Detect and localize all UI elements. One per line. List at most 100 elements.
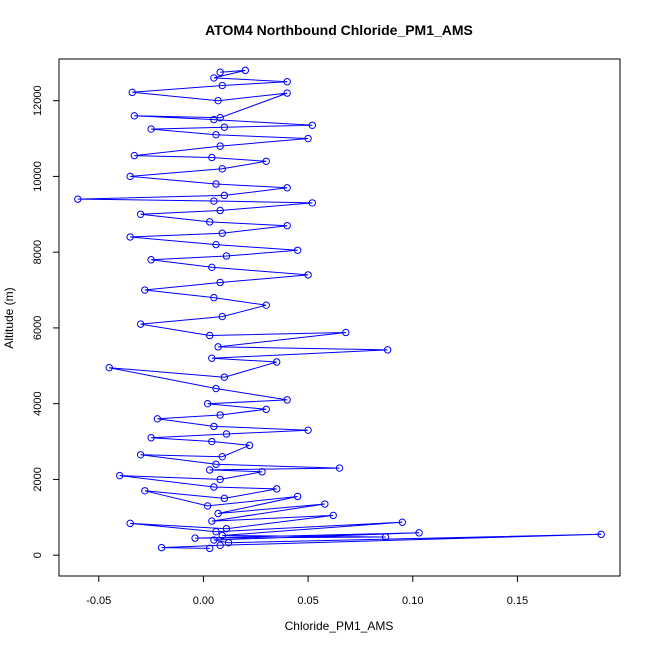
y-tick-label: 8000 [32, 240, 44, 264]
data-point [283, 89, 291, 97]
x-tick-label: 0.05 [297, 595, 318, 607]
data-point [216, 541, 224, 550]
data-point [597, 530, 605, 539]
data-point [141, 487, 149, 495]
data-point [220, 373, 229, 381]
data-point [224, 538, 233, 547]
data-point [208, 153, 216, 162]
data-point [245, 441, 254, 450]
data-point [218, 81, 226, 90]
data-point [153, 415, 162, 423]
plot-frame [58, 58, 621, 577]
data-point [210, 197, 218, 205]
data-point [210, 536, 218, 544]
y-tick-label: 6000 [32, 316, 44, 340]
data-point [130, 151, 139, 160]
x-axis-label: Chloride_PM1_AMS [285, 619, 394, 633]
series-line [77, 69, 602, 549]
data-point [218, 452, 226, 461]
data-point [218, 312, 226, 321]
data-point [126, 519, 134, 528]
data-point [321, 500, 329, 508]
y-axis-label: Altitude (m) [2, 287, 16, 348]
x-tick-label: 0.15 [507, 595, 528, 607]
data-point [212, 527, 220, 536]
data-point [214, 343, 222, 351]
data-point [342, 328, 350, 337]
data-point [335, 464, 344, 472]
data-point [147, 256, 155, 264]
data-point [293, 246, 302, 254]
data-point [210, 422, 218, 431]
data-point [381, 533, 390, 541]
data-point [212, 384, 220, 393]
x-tick-label: 0.00 [193, 595, 214, 607]
data-point [383, 346, 392, 354]
data-point [210, 483, 218, 491]
data-point [241, 66, 250, 75]
data-point [398, 518, 406, 526]
data-point [222, 430, 231, 438]
data-point [214, 96, 222, 105]
data-point [283, 396, 291, 404]
data-point [222, 524, 231, 533]
data-point [304, 426, 312, 434]
data-point [304, 134, 312, 143]
data-point [415, 529, 423, 537]
data-point [212, 240, 220, 249]
data-point [216, 114, 224, 122]
data-point [126, 233, 134, 241]
data-point [208, 263, 216, 272]
data-point [308, 121, 316, 129]
data-point [216, 206, 224, 215]
data-point [212, 180, 220, 188]
data-point [210, 74, 218, 82]
data-point [206, 331, 214, 340]
x-axis: -0.05 0.00 0.05 0.10 0.15 [86, 576, 528, 607]
data-point [220, 191, 229, 200]
data-point [216, 411, 224, 419]
data-point [157, 543, 166, 552]
data-point [214, 509, 222, 518]
data-point [218, 531, 226, 540]
data-point [130, 112, 139, 120]
data-point [141, 286, 149, 294]
data-point [273, 358, 281, 366]
y-tick-label: 10000 [32, 161, 44, 192]
data-point [222, 252, 231, 260]
data-point [116, 471, 124, 480]
data-point [147, 434, 155, 442]
x-tick-label: -0.05 [86, 595, 111, 607]
data-point [206, 466, 214, 474]
data-point [218, 165, 226, 173]
data-point [136, 210, 145, 218]
data-point [262, 405, 270, 414]
data-point [220, 123, 229, 131]
data-point [136, 451, 145, 459]
data-point [329, 511, 337, 520]
y-tick-label: 4000 [32, 391, 44, 415]
data-point [126, 172, 134, 181]
x-tick-label: 0.10 [402, 595, 423, 607]
data-point [283, 184, 291, 192]
data-point [308, 199, 316, 207]
series-layer [74, 66, 605, 553]
data-point [212, 460, 220, 468]
data-point [216, 278, 224, 287]
data-point [212, 131, 220, 139]
data-point [283, 221, 291, 230]
data-point [283, 78, 291, 86]
data-point [293, 492, 302, 501]
y-tick-label: 12000 [32, 85, 44, 116]
data-point [216, 142, 224, 150]
data-point [147, 125, 155, 133]
data-point [203, 502, 212, 510]
data-point [210, 293, 218, 302]
data-point [258, 468, 266, 476]
data-point [262, 301, 270, 309]
y-axis: 0 2000 4000 6000 8000 10000 12000 [32, 85, 59, 558]
data-point [208, 437, 216, 446]
data-point [203, 399, 212, 408]
data-point [136, 320, 145, 328]
